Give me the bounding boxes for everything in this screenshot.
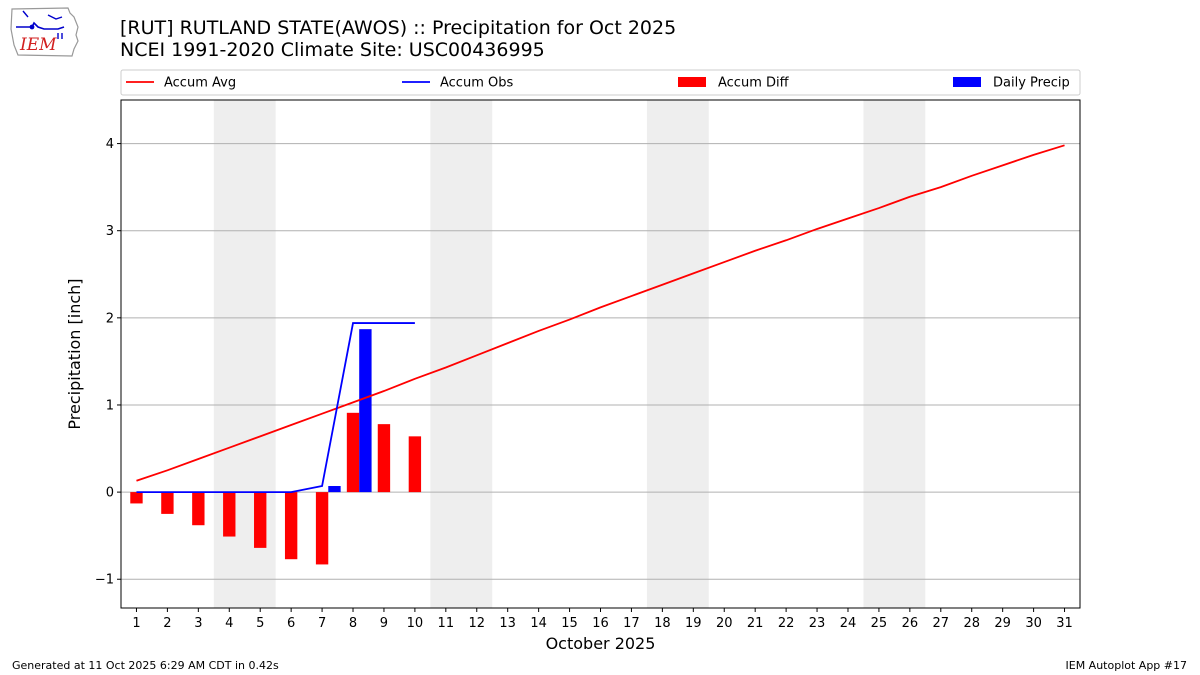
daily-precip-bar <box>359 329 372 493</box>
x-tick-label: 26 <box>902 616 919 631</box>
title-line-2: NCEI 1991-2020 Climate Site: USC00436995 <box>120 39 545 61</box>
accum-diff-bar <box>254 492 267 548</box>
x-axis-label: October 2025 <box>546 634 656 653</box>
y-tick-label: 3 <box>106 224 114 239</box>
x-tick-label: 29 <box>994 616 1011 631</box>
accum-avg-legend-label: Accum Avg <box>164 76 236 91</box>
accum-diff-bar <box>161 492 174 514</box>
logo-text: IEM <box>19 35 57 55</box>
y-tick-label: 4 <box>106 137 114 152</box>
y-tick-label: 2 <box>106 311 114 326</box>
daily-precip-bar <box>328 486 341 493</box>
y-axis-label: Precipitation [inch] <box>65 278 84 429</box>
weekend-band <box>863 100 926 608</box>
accum-diff-bar <box>346 412 360 493</box>
x-tick-label: 13 <box>499 616 516 631</box>
iem-logo[interactable]: IEM <box>8 5 82 59</box>
accum-obs-line <box>136 322 415 494</box>
x-tick-label: 17 <box>623 616 640 631</box>
x-tick-label: 4 <box>225 616 233 631</box>
accum-avg-line <box>136 144 1065 482</box>
x-tick-label: 1 <box>132 616 140 631</box>
x-tick-label: 3 <box>194 616 202 631</box>
x-tick-label: 20 <box>716 616 733 631</box>
accum-diff-legend-swatch <box>678 77 706 87</box>
accum-diff-bar <box>315 492 329 565</box>
weekend-band <box>646 100 709 608</box>
accum-diff-legend-label: Accum Diff <box>718 76 790 91</box>
x-tick-label: 21 <box>747 616 764 631</box>
x-tick-label: 16 <box>592 616 609 631</box>
legend-box <box>120 69 1081 96</box>
iem-iowa-logo-icon: IEM <box>10 7 79 57</box>
x-tick-label: 27 <box>933 616 950 631</box>
accum-diff-bar <box>408 436 422 493</box>
x-tick-label: 2 <box>163 616 171 631</box>
title-line-1: [RUT] RUTLAND STATE(AWOS) :: Precipitati… <box>120 17 677 39</box>
x-tick-label: 25 <box>871 616 888 631</box>
x-tick-label: 11 <box>438 616 455 631</box>
x-tick-label: 12 <box>468 616 485 631</box>
daily-precip-legend-swatch <box>953 77 981 87</box>
x-tick-label: 30 <box>1025 616 1042 631</box>
x-tick-label: 7 <box>318 616 326 631</box>
x-tick-label: 19 <box>685 616 702 631</box>
x-tick-label: 23 <box>809 616 826 631</box>
bars <box>130 329 422 565</box>
y-tick-label: −1 <box>95 573 114 588</box>
x-tick-label: 18 <box>654 616 671 631</box>
y-tick-label: 0 <box>106 486 114 501</box>
accum-diff-bar <box>377 424 391 493</box>
x-tick-label: 10 <box>407 616 424 631</box>
x-tick-label: 24 <box>840 616 857 631</box>
accum-diff-bar <box>284 492 298 560</box>
x-axis-ticks: 1 2 3 4 5 6 7 8 9 10 11 12 13 14 15 16 17 18 19 20 21 22 23 24 2… <box>132 608 1073 631</box>
x-tick-label: 15 <box>561 616 578 631</box>
weekend-band <box>430 100 493 608</box>
accum-diff-bar <box>223 492 236 537</box>
x-tick-label: 9 <box>380 616 388 631</box>
x-tick-label: 8 <box>349 616 357 631</box>
app-credit: IEM Autoplot App #17 <box>1065 659 1188 672</box>
x-tick-label: 5 <box>256 616 264 631</box>
y-axis-ticks: −1 0 1 2 3 4 <box>95 137 121 588</box>
generated-timestamp: Generated at 11 Oct 2025 6:29 AM CDT in … <box>12 659 279 672</box>
legend: Accum Avg Accum Obs Accum Diff Daily Precip <box>120 69 1081 96</box>
daily-precip-legend-label: Daily Precip <box>993 76 1070 91</box>
x-tick-label: 22 <box>778 616 795 631</box>
x-tick-label: 28 <box>963 616 980 631</box>
x-tick-label: 6 <box>287 616 295 631</box>
y-tick-label: 1 <box>106 398 114 413</box>
accum-obs-legend-label: Accum Obs <box>440 76 513 91</box>
x-tick-label: 14 <box>530 616 547 631</box>
chart-title: [RUT] RUTLAND STATE(AWOS) :: Precipitati… <box>120 17 676 61</box>
x-tick-label: 31 <box>1056 616 1073 631</box>
accum-diff-bar <box>130 492 143 504</box>
accum-diff-bar <box>192 492 205 526</box>
lines <box>136 144 1065 494</box>
